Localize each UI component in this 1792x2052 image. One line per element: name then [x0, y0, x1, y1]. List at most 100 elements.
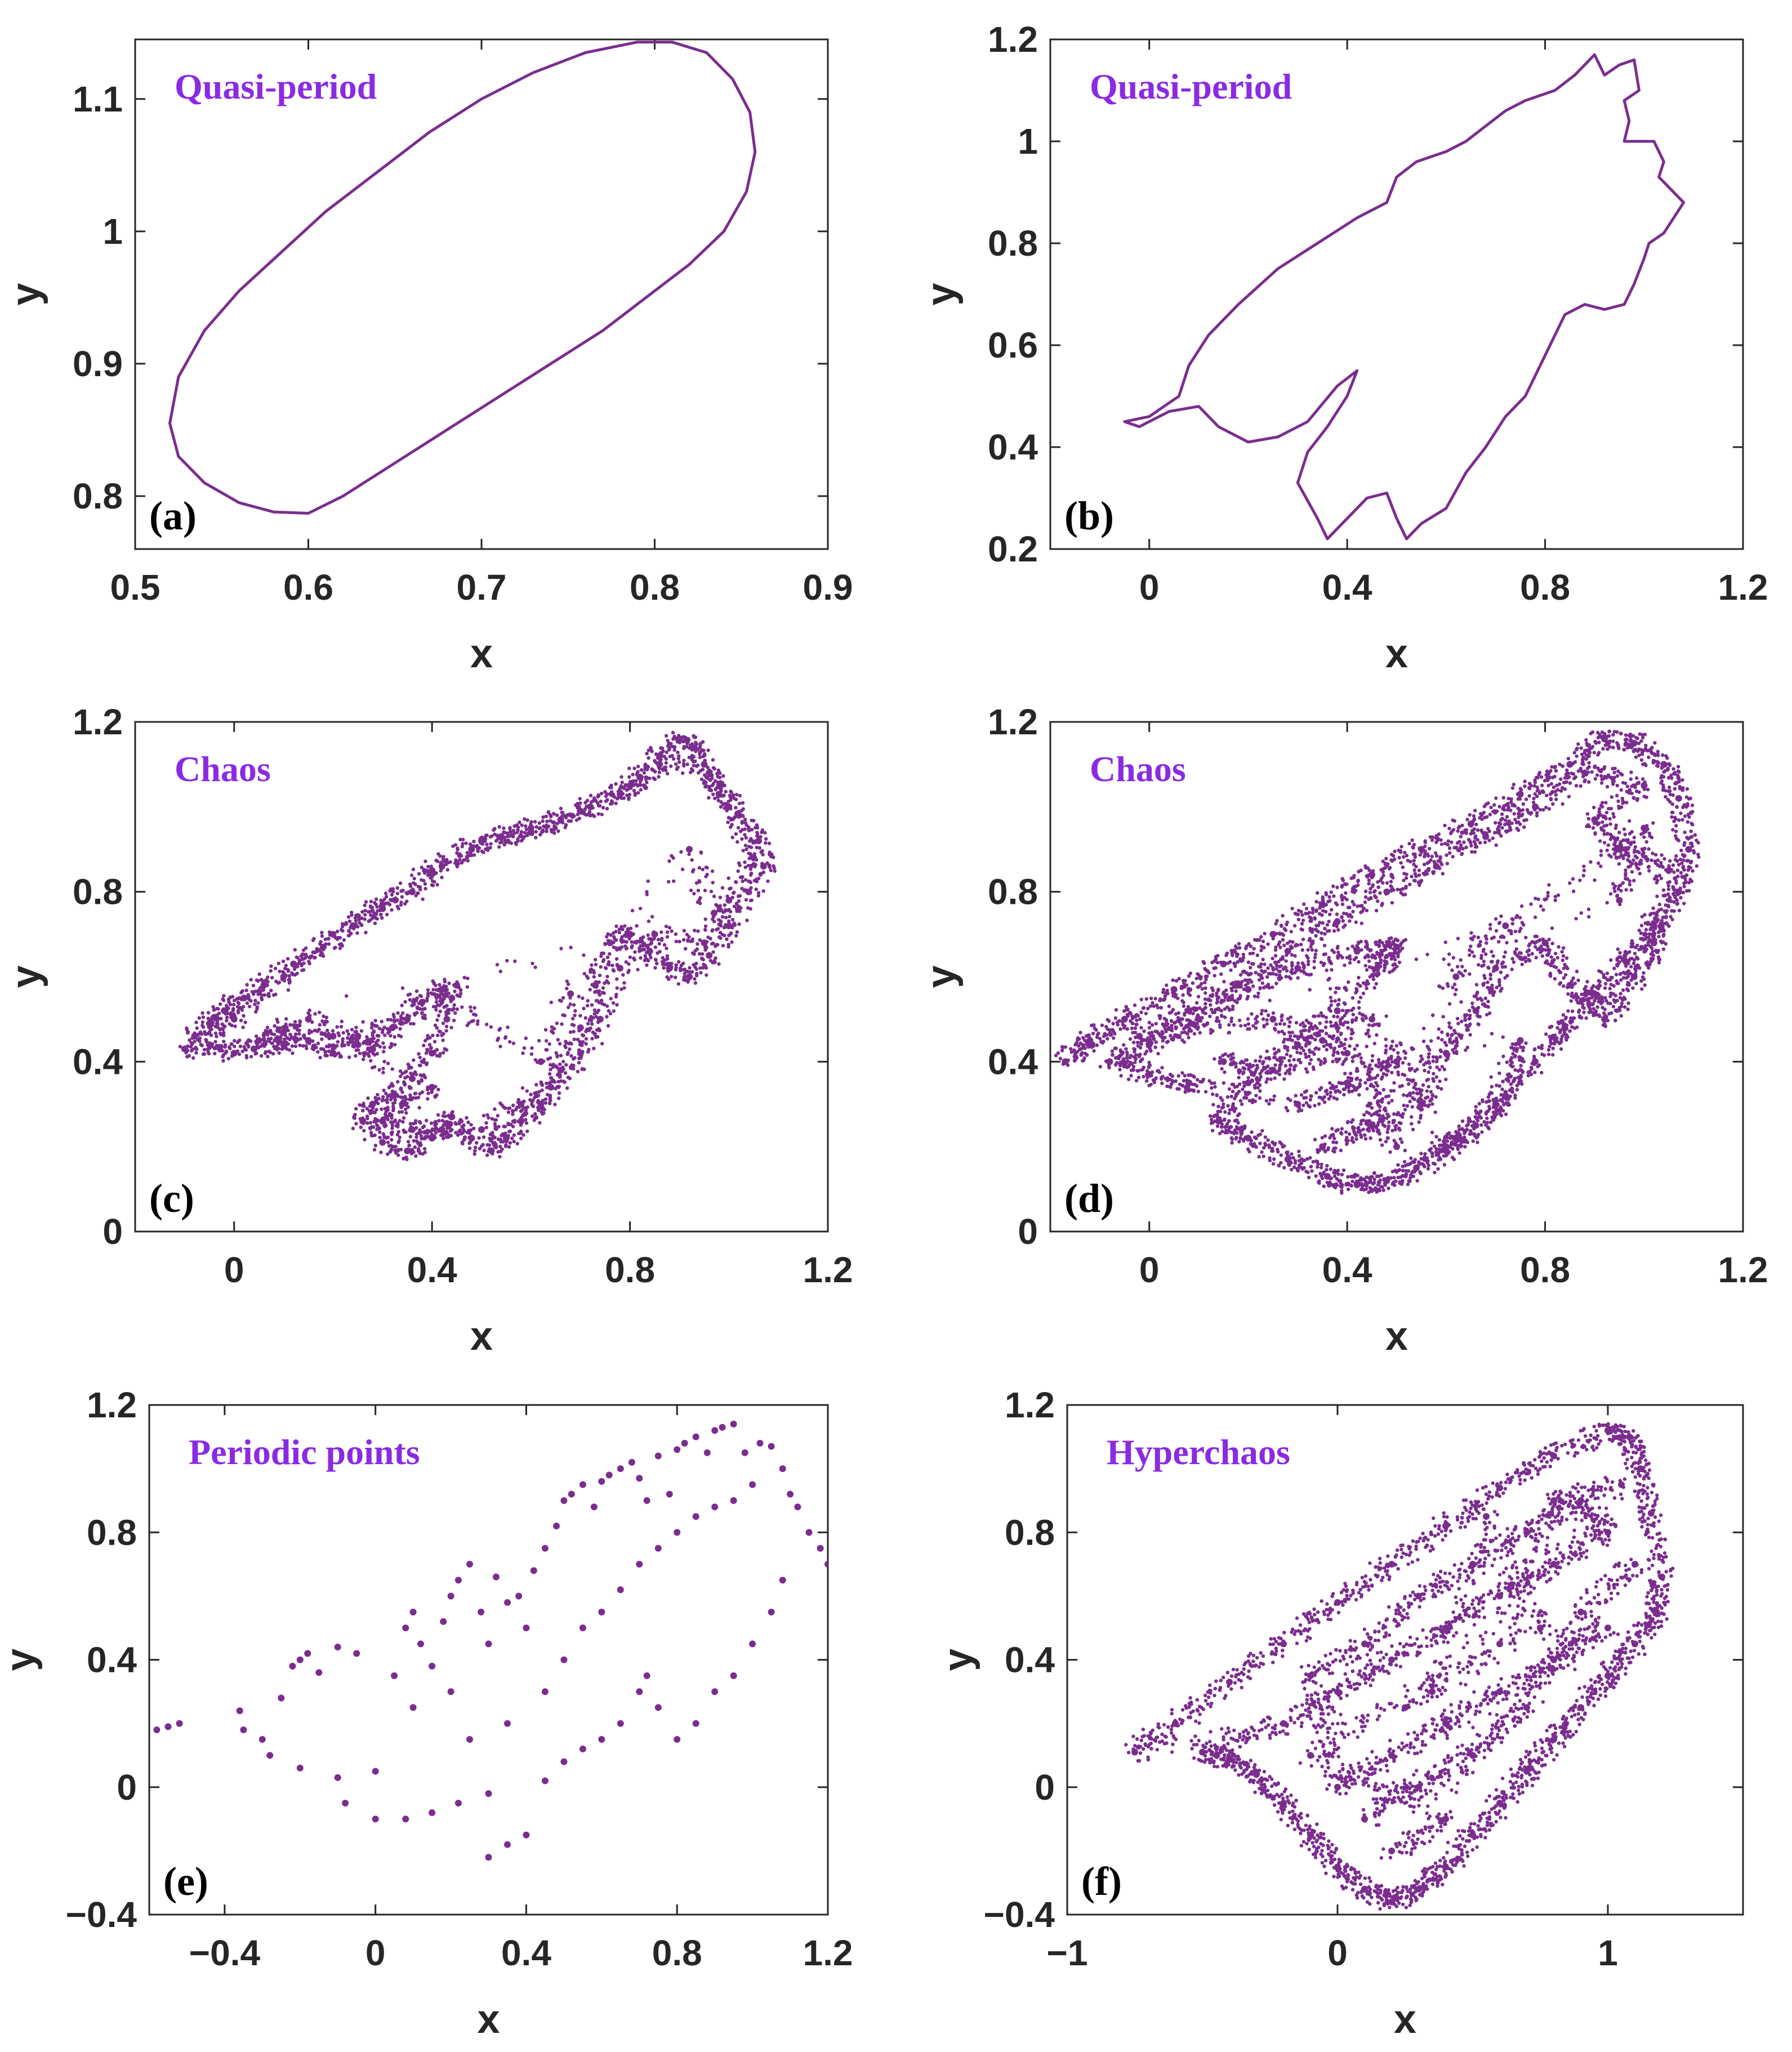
data-point — [484, 1121, 488, 1125]
data-point — [1641, 735, 1645, 740]
data-point — [689, 770, 693, 774]
data-point — [347, 1055, 351, 1059]
data-point — [413, 1070, 417, 1074]
data-point — [1409, 1173, 1413, 1177]
data-point — [612, 935, 616, 939]
data-point — [1450, 840, 1454, 844]
data-point — [1080, 1051, 1084, 1055]
data-point — [1597, 987, 1601, 991]
data-point — [490, 1117, 494, 1121]
data-point — [1664, 795, 1668, 799]
data-point — [375, 917, 379, 921]
data-point — [1412, 859, 1416, 863]
data-point — [635, 771, 639, 775]
data-point — [748, 880, 752, 884]
data-point — [704, 780, 708, 784]
data-point — [1552, 1037, 1556, 1042]
data-point — [520, 1108, 524, 1112]
data-point — [1691, 823, 1695, 827]
data-point — [461, 1141, 465, 1146]
x-tick-label: 0.4 — [1322, 567, 1372, 608]
data-point — [380, 1107, 384, 1111]
data-point — [712, 894, 716, 899]
data-point — [278, 1037, 282, 1041]
data-point — [382, 1060, 386, 1064]
data-point — [1200, 987, 1205, 991]
data-point — [681, 961, 685, 966]
data-point — [1353, 1172, 1357, 1176]
data-point — [1622, 976, 1626, 980]
data-point — [1446, 839, 1450, 843]
data-point — [1401, 1165, 1405, 1168]
data-point — [377, 1068, 381, 1072]
data-point — [320, 934, 324, 938]
data-point — [1332, 1174, 1337, 1178]
data-point — [1380, 876, 1384, 880]
data-point — [244, 1054, 248, 1058]
data-point — [465, 1130, 469, 1135]
data-point — [636, 791, 640, 795]
data-point — [738, 894, 742, 898]
data-point — [559, 1068, 563, 1072]
data-point — [436, 852, 440, 856]
data-point — [408, 1093, 412, 1097]
data-point — [368, 1126, 372, 1130]
data-point — [350, 1028, 354, 1032]
data-point — [1635, 737, 1639, 740]
data-point — [237, 1052, 242, 1056]
data-point — [1090, 1023, 1094, 1028]
data-point — [321, 954, 326, 958]
data-point — [317, 948, 322, 952]
data-point — [1201, 960, 1205, 964]
data-point — [251, 983, 256, 988]
data-point — [374, 1040, 378, 1045]
data-point — [306, 1011, 310, 1015]
data-point — [650, 750, 654, 753]
data-point — [1188, 971, 1193, 975]
data-point — [326, 1033, 329, 1037]
data-point — [1390, 1182, 1394, 1186]
data-point — [604, 799, 608, 804]
data-point — [1371, 883, 1375, 887]
data-point — [474, 1141, 479, 1145]
data-point — [1199, 975, 1203, 979]
data-point — [444, 1123, 448, 1127]
data-point — [203, 1030, 207, 1034]
data-point — [1540, 1046, 1544, 1050]
data-point — [350, 911, 354, 915]
data-point — [690, 767, 694, 771]
data-point — [1191, 981, 1195, 985]
data-point — [358, 1043, 362, 1047]
data-point — [215, 1034, 219, 1038]
data-point — [726, 820, 730, 824]
data-point — [233, 1024, 237, 1028]
data-point — [417, 1001, 421, 1006]
data-point — [1662, 770, 1666, 774]
data-point — [379, 1139, 386, 1146]
data-point — [1598, 980, 1602, 984]
data-point — [1377, 1187, 1381, 1191]
data-point — [390, 893, 394, 897]
data-point — [356, 1048, 360, 1052]
x-tick-label: 0.8 — [1520, 567, 1570, 608]
data-point — [698, 938, 702, 942]
data-point — [1608, 739, 1612, 743]
data-point — [1536, 788, 1540, 792]
data-point — [1485, 1100, 1488, 1104]
data-point — [1114, 1008, 1118, 1012]
data-point — [601, 806, 605, 810]
data-point — [512, 1120, 516, 1124]
data-point — [1073, 1056, 1077, 1060]
data-point — [540, 1088, 544, 1092]
plot-frame — [1049, 38, 1744, 550]
data-point — [537, 1094, 541, 1098]
data-point — [597, 989, 601, 993]
data-point — [1482, 810, 1486, 815]
data-point — [376, 909, 380, 913]
data-point — [658, 949, 662, 954]
data-point — [1295, 1167, 1299, 1171]
data-point — [311, 1039, 315, 1043]
data-point — [687, 935, 691, 939]
data-point — [737, 801, 742, 806]
data-point — [1335, 903, 1339, 907]
